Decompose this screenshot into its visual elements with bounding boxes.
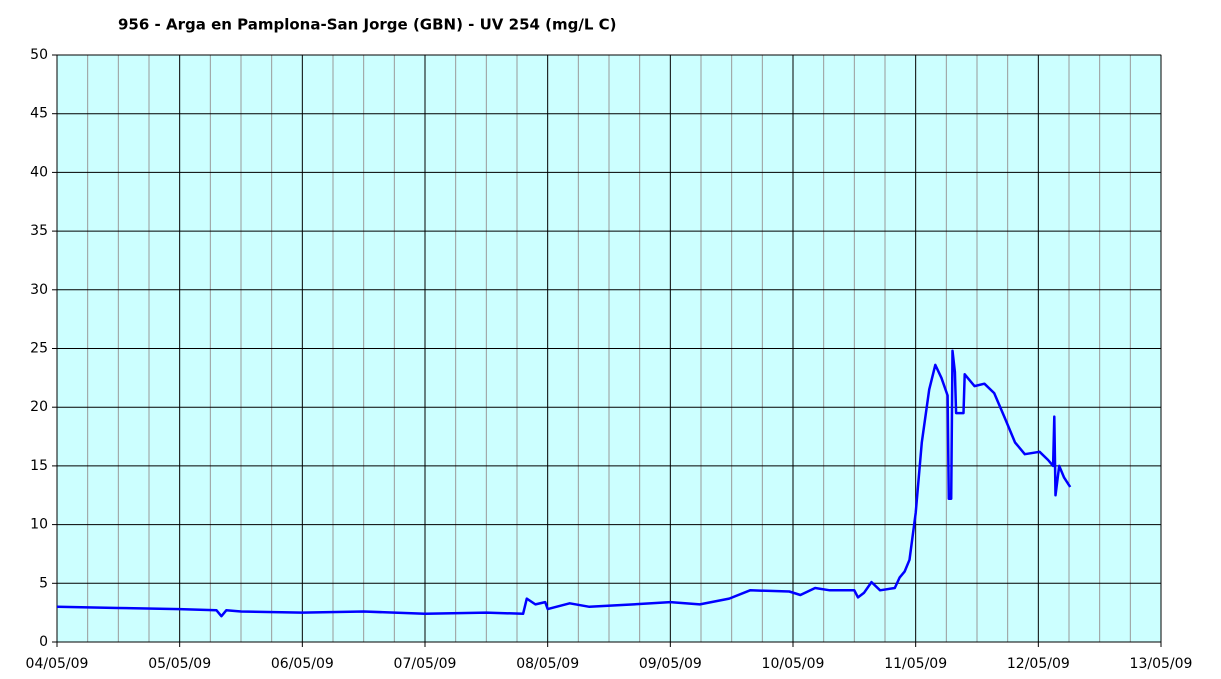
y-tick-label: 5 — [39, 575, 48, 591]
chart-title: 956 - Arga en Pamplona-San Jorge (GBN) -… — [118, 16, 617, 34]
x-tick-label: 05/05/09 — [148, 656, 211, 672]
data-line — [56, 349, 1072, 618]
x-tick-label: 09/05/09 — [639, 656, 702, 672]
x-tick-label: 13/05/09 — [1130, 656, 1193, 672]
x-tick-label: 08/05/09 — [516, 656, 579, 672]
y-tick-label: 20 — [30, 399, 48, 415]
y-tick-label: 15 — [30, 458, 48, 474]
x-tick-label: 06/05/09 — [271, 656, 334, 672]
x-tick-label: 07/05/09 — [394, 656, 457, 672]
y-tick-label: 10 — [30, 517, 48, 533]
x-tick-label: 12/05/09 — [1007, 656, 1070, 672]
y-tick-label: 0 — [39, 634, 48, 650]
x-tick-label: 10/05/09 — [762, 656, 825, 672]
y-tick-label: 40 — [30, 164, 48, 180]
x-tick-label: 04/05/09 — [26, 656, 89, 672]
x-tick-label: 11/05/09 — [884, 656, 947, 672]
y-tick-label: 50 — [30, 47, 48, 63]
y-tick-label: 45 — [30, 106, 48, 122]
y-tick-label: 35 — [30, 223, 48, 239]
y-tick-label: 30 — [30, 282, 48, 298]
y-tick-label: 25 — [30, 341, 48, 357]
